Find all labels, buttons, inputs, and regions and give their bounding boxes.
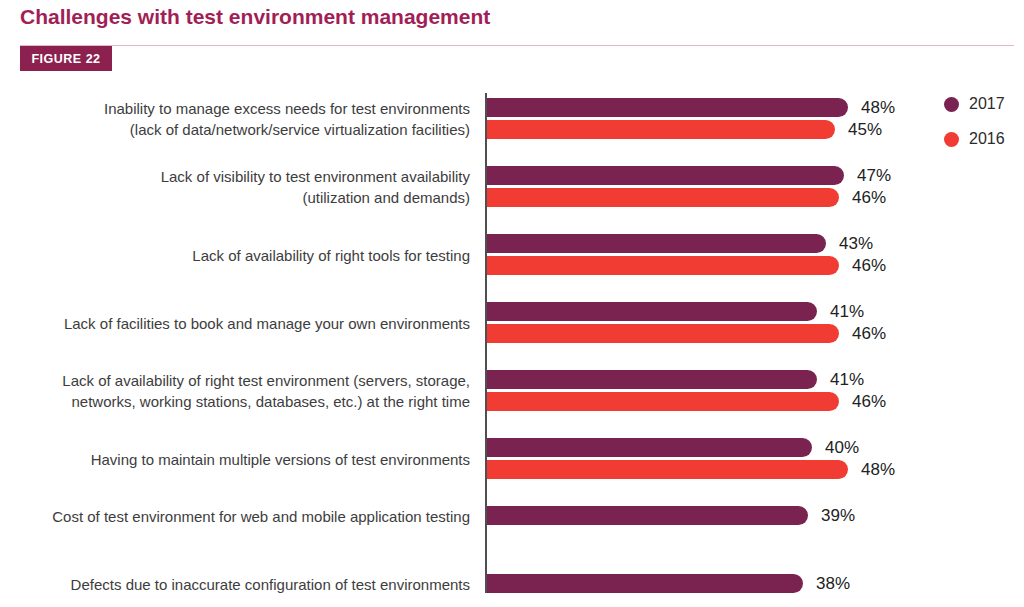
legend-label-2016: 2016 [969,130,1005,148]
bar-2016 [487,188,839,207]
bar-2017 [487,506,808,525]
bar-2017 [487,574,803,593]
bar-2017 [487,302,817,321]
value-label-2017: 39% [821,506,855,526]
category-label-line: Lack of availability of right test envir… [0,370,470,391]
chart-row: Lack of visibility to test environment a… [0,166,1024,234]
bar-2016 [487,256,839,275]
figure-page: Challenges with test environment managem… [0,0,1024,607]
value-label-2017: 43% [839,234,873,254]
value-label-2017: 38% [816,574,850,594]
value-label-2017: 47% [857,166,891,186]
value-label-2016: 48% [861,460,895,480]
category-label: Inability to manage excess needs for tes… [0,98,470,140]
category-label-line: (lack of data/network/service virtualiza… [0,119,470,140]
category-label: Cost of test environment for web and mob… [0,505,470,526]
bar-2017 [487,234,826,253]
category-label: Lack of availability of right test envir… [0,370,470,412]
bar-2017 [487,98,848,117]
value-label-2016: 46% [852,188,886,208]
legend-label-2017: 2017 [969,95,1005,113]
category-label: Defects due to inaccurate configuration … [0,573,470,594]
chart-row: Cost of test environment for web and mob… [0,506,1024,574]
legend-item-2017: 2017 [944,95,1005,113]
bar-2017 [487,438,812,457]
category-label-line: Cost of test environment for web and mob… [0,505,470,526]
bar-2017 [487,166,844,185]
value-label-2016: 46% [852,256,886,276]
category-label: Lack of availability of right tools for … [0,244,470,265]
bar-2016 [487,460,848,479]
chart-row: Lack of availability of right test envir… [0,370,1024,438]
category-label-line: Defects due to inaccurate configuration … [0,573,470,594]
chart-row: Lack of availability of right tools for … [0,234,1024,302]
category-label-line: networks, working stations, databases, e… [0,391,470,412]
category-label-line: Lack of availability of right tools for … [0,244,470,265]
chart-row: Lack of facilities to book and manage yo… [0,302,1024,370]
value-label-2016: 46% [852,392,886,412]
category-label: Having to maintain multiple versions of … [0,448,470,469]
legend: 2017 2016 [944,95,1005,165]
chart-row: Inability to manage excess needs for tes… [0,98,1024,166]
chart-row: Having to maintain multiple versions of … [0,438,1024,506]
category-label: Lack of visibility to test environment a… [0,166,470,208]
value-label-2017: 41% [830,302,864,322]
bar-chart: Inability to manage excess needs for tes… [0,0,1024,607]
legend-dot-2017-icon [944,97,959,112]
value-label-2016: 45% [848,120,882,140]
category-label-line: Lack of visibility to test environment a… [0,166,470,187]
value-label-2017: 48% [861,98,895,118]
value-label-2017: 40% [825,438,859,458]
category-label-line: (utilization and demands) [0,187,470,208]
category-label-line: Inability to manage excess needs for tes… [0,98,470,119]
category-label-line: Having to maintain multiple versions of … [0,448,470,469]
bar-2016 [487,324,839,343]
bar-2016 [487,120,835,139]
chart-row: Defects due to inaccurate configuration … [0,574,1024,607]
category-label: Lack of facilities to book and manage yo… [0,312,470,333]
bar-2016 [487,392,839,411]
value-label-2016: 46% [852,324,886,344]
legend-item-2016: 2016 [944,130,1005,148]
category-label-line: Lack of facilities to book and manage yo… [0,312,470,333]
value-label-2017: 41% [830,370,864,390]
legend-dot-2016-icon [944,132,959,147]
bar-2017 [487,370,817,389]
